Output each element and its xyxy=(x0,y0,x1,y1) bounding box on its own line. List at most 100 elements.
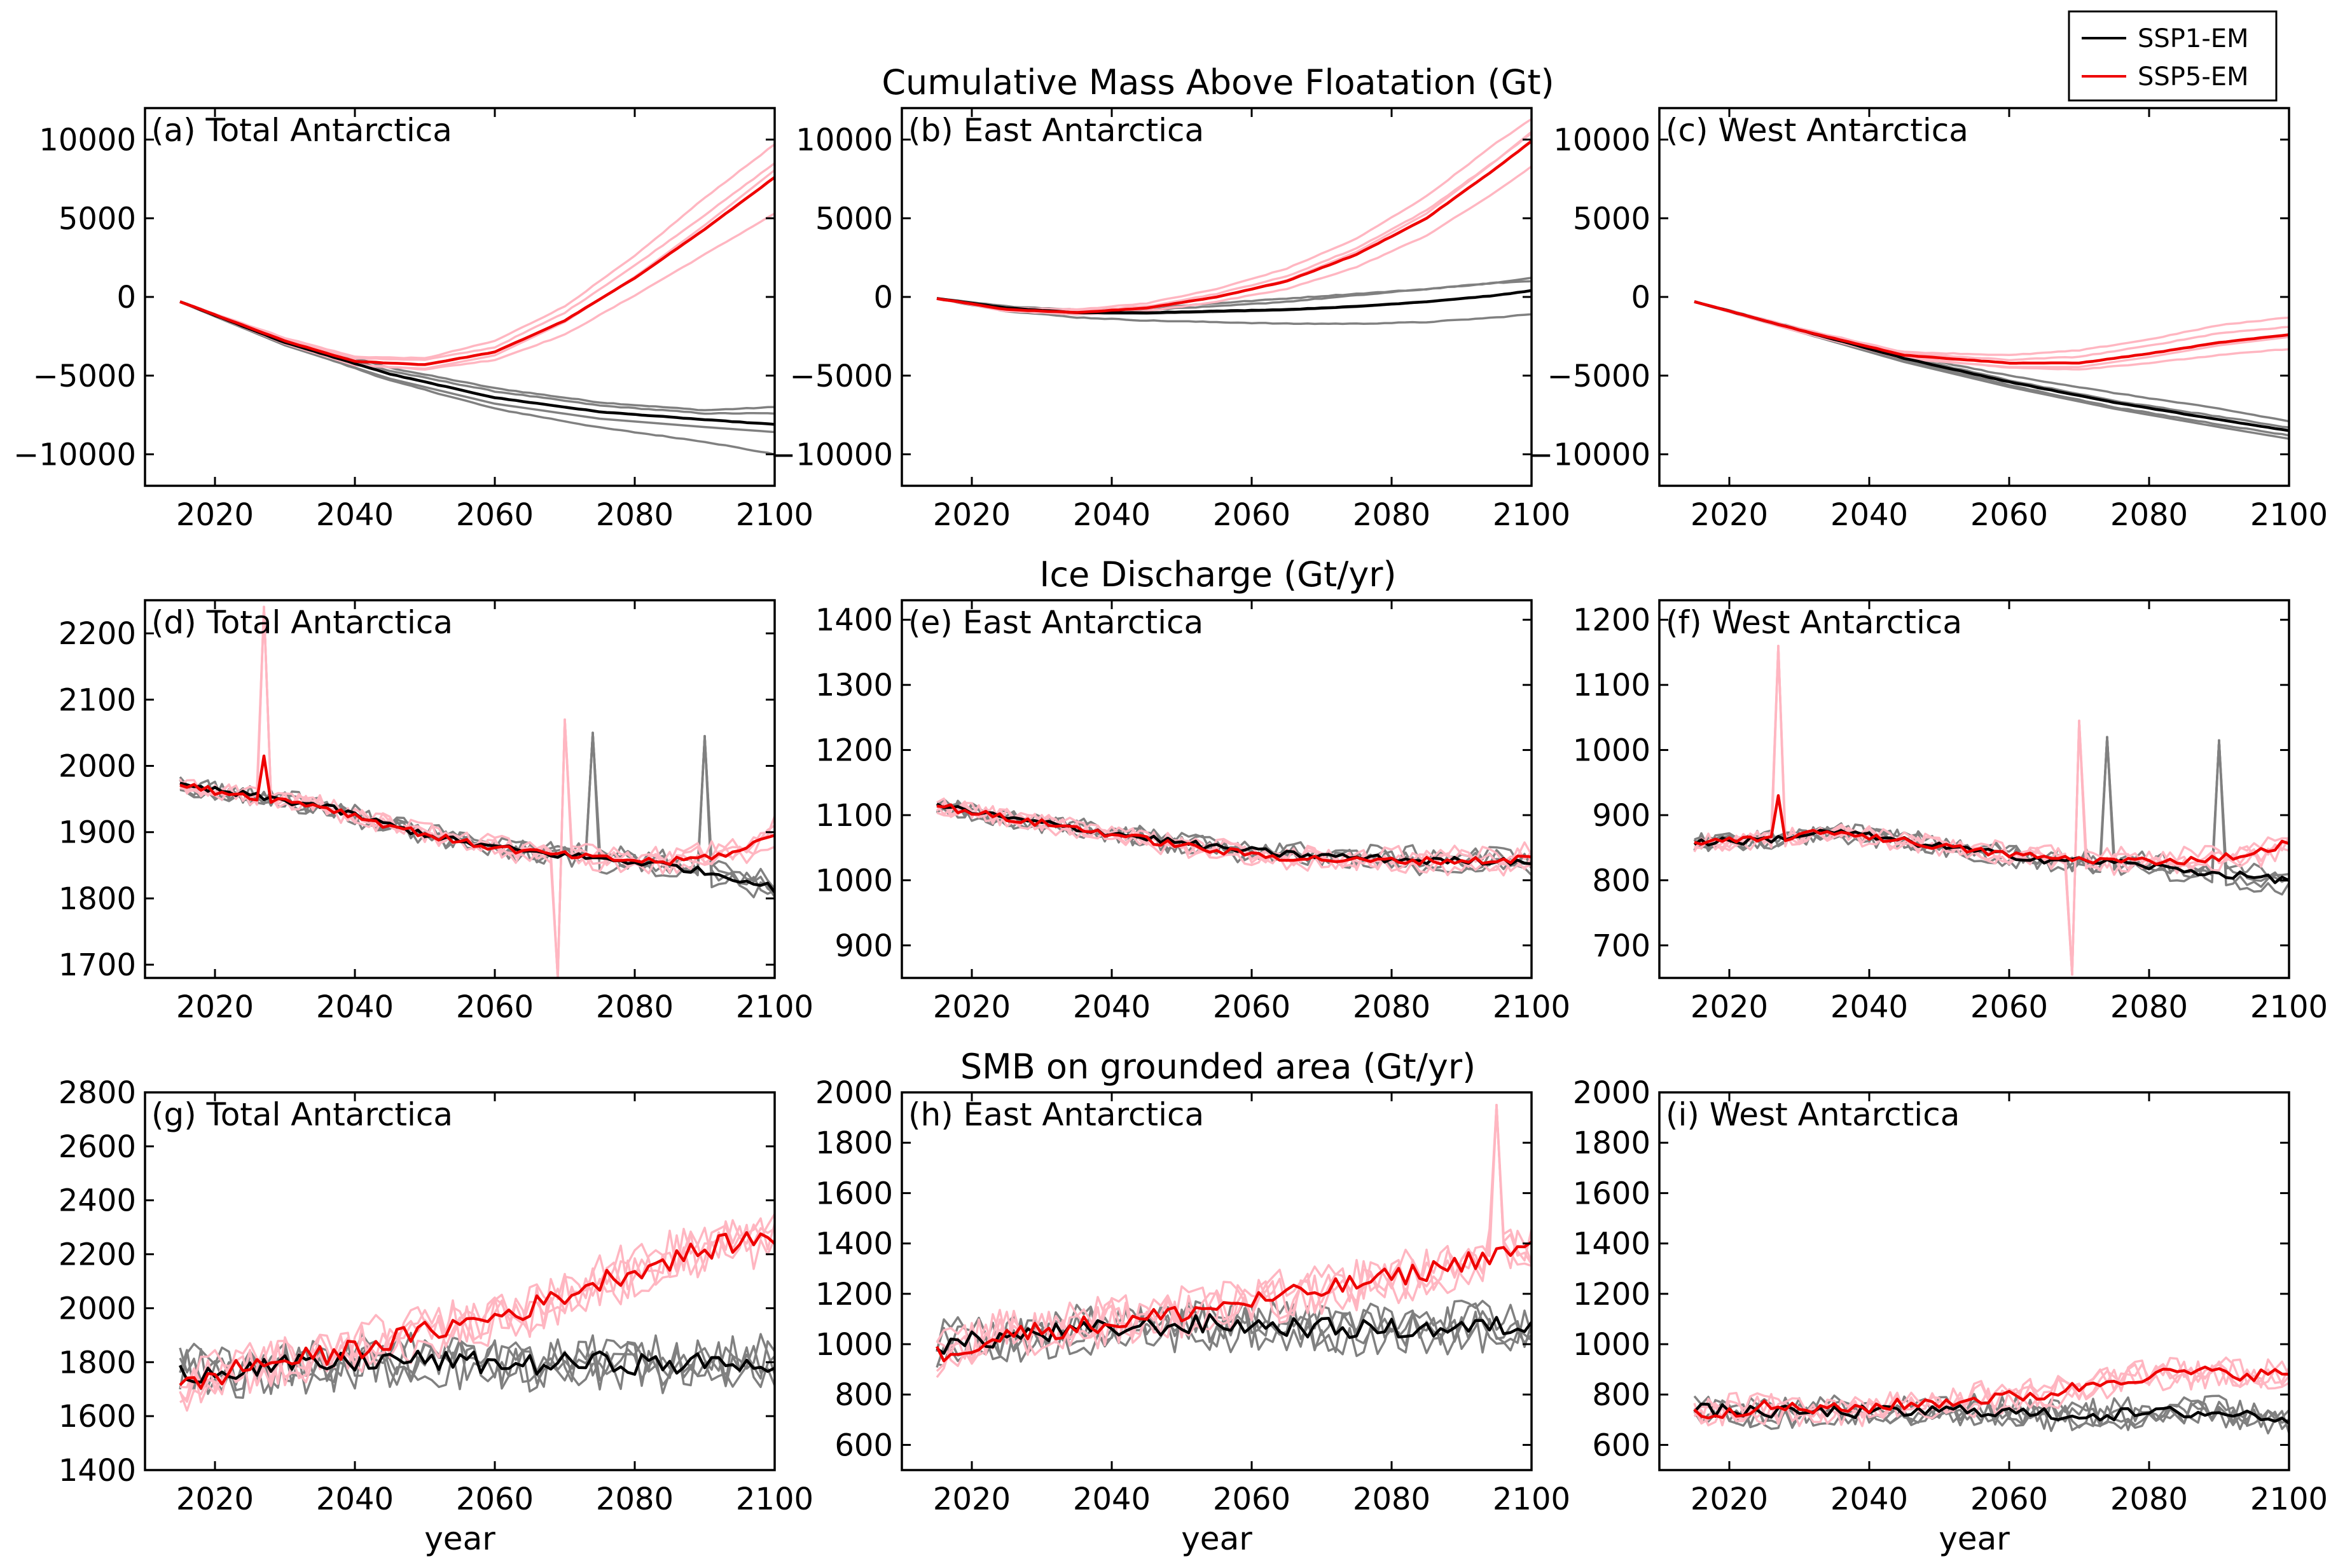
y-tick-label: 5000 xyxy=(815,201,893,237)
y-tick-label: 2000 xyxy=(815,1075,893,1111)
y-tick-label: −10000 xyxy=(13,437,136,473)
y-tick-label: 1200 xyxy=(1573,603,1650,638)
mean-line-ssp5 xyxy=(179,754,775,866)
x-tick-label: 2080 xyxy=(1353,989,1430,1025)
panel-label-f: (f) West Antarctica xyxy=(1666,604,1962,641)
y-tick-label: 2200 xyxy=(59,1237,136,1273)
x-tick-label: 2060 xyxy=(456,1482,534,1517)
y-tick-label: 1200 xyxy=(1573,1277,1650,1312)
axes-frame-h xyxy=(901,1091,1533,1471)
member-line-ssp5 xyxy=(179,1217,775,1403)
mean-line-ssp1 xyxy=(936,1313,1532,1355)
member-line-ssp5 xyxy=(936,1104,1532,1372)
plot-area-c xyxy=(1694,300,2289,440)
mean-line-ssp5 xyxy=(179,1231,775,1390)
member-line-ssp5 xyxy=(1693,644,2289,976)
x-tick-label: 2020 xyxy=(1691,989,1768,1025)
y-tick-label: 1000 xyxy=(1573,1327,1650,1363)
member-line-ssp5 xyxy=(936,797,1532,877)
y-tick-label: 1100 xyxy=(815,798,893,834)
panel-f: 2020 2040 2060 2080 2100 700 800 900 1000 1100 120… xyxy=(1573,599,2328,1025)
x-axis-label: year xyxy=(1939,1520,2010,1557)
x-axis-label: year xyxy=(424,1520,495,1557)
axes-frame-e xyxy=(901,599,1533,979)
y-tick-label: −5000 xyxy=(33,359,136,394)
panels: 2020 2040 2060 2080 2100 −10000 −5000 0 5000 1000… xyxy=(13,107,2328,1557)
y-tick-label: 600 xyxy=(1592,1427,1650,1463)
x-tick-label: 2100 xyxy=(2250,1482,2328,1517)
mean-line-ssp5 xyxy=(936,803,1532,866)
x-tick-label: 2060 xyxy=(1970,497,2048,533)
y-tick-label: 2000 xyxy=(59,749,136,785)
mean-line-ssp5 xyxy=(936,140,1532,314)
panel-label-h: (h) East Antarctica xyxy=(908,1096,1204,1133)
mean-line-ssp5 xyxy=(1694,794,2289,866)
y-tick-label: 1400 xyxy=(815,603,893,638)
mean-line-ssp5 xyxy=(1693,1365,2289,1420)
panel-d: 2020 2040 2060 2080 2100 1700 1800 1900 2000 2100… xyxy=(59,599,813,1025)
y-tick-label: −5000 xyxy=(790,359,893,394)
x-tick-label: 2060 xyxy=(1970,989,2048,1025)
x-tick-label: 2080 xyxy=(596,1482,674,1517)
mean-line-ssp1 xyxy=(179,300,775,426)
y-tick-label: 1800 xyxy=(59,1345,136,1380)
y-tick-label: 1000 xyxy=(815,1327,893,1363)
y-tick-label: 1800 xyxy=(59,881,136,917)
plot-area-d xyxy=(179,605,775,978)
x-tick-label: 2100 xyxy=(2250,497,2328,533)
x-tick-label: 2080 xyxy=(596,989,674,1025)
x-tick-label: 2040 xyxy=(1830,1482,1908,1517)
plot-area-i xyxy=(1693,1356,2289,1434)
x-axis-label: year xyxy=(1181,1520,1252,1557)
y-tick-label: 0 xyxy=(116,280,136,315)
y-tick-label: 10000 xyxy=(1553,123,1650,158)
x-tick-label: 2020 xyxy=(176,1482,254,1517)
plot-area-g xyxy=(178,1213,775,1412)
y-tick-label: 1600 xyxy=(59,1399,136,1434)
panel-b: 2020 2040 2060 2080 2100 −10000 −5000 0 5000 1000… xyxy=(770,107,1570,533)
x-tick-label: 2040 xyxy=(1073,497,1151,533)
y-tick-label: 800 xyxy=(1592,1377,1650,1413)
panel-label-d: (d) Total Antarctica xyxy=(151,604,453,641)
panel-h: 2020 2040 2060 2080 2100 600 800 1000 1200 1400 16… xyxy=(815,1075,1570,1557)
x-tick-label: 2100 xyxy=(1493,497,1570,533)
member-line-ssp5 xyxy=(1694,301,2289,368)
x-tick-label: 2020 xyxy=(1691,1482,1768,1517)
axes-frame-d xyxy=(144,599,776,979)
panel-label-b: (b) East Antarctica xyxy=(908,112,1204,149)
x-tick-label: 2100 xyxy=(736,989,813,1025)
x-tick-label: 2080 xyxy=(596,497,674,533)
y-tick-label: 1100 xyxy=(1573,668,1650,703)
x-tick-label: 2080 xyxy=(1353,1482,1430,1517)
x-tick-label: 2020 xyxy=(933,989,1011,1025)
x-tick-label: 2020 xyxy=(1691,497,1768,533)
plot-area-a xyxy=(179,143,775,456)
y-tick-label: 700 xyxy=(1592,928,1650,964)
x-tick-label: 2040 xyxy=(316,989,394,1025)
member-line-ssp5 xyxy=(179,143,775,360)
legend-box xyxy=(2068,10,2278,102)
y-tick-label: 600 xyxy=(834,1427,893,1463)
x-tick-label: 2020 xyxy=(933,497,1011,533)
y-tick-label: 1400 xyxy=(59,1453,136,1489)
x-tick-label: 2060 xyxy=(456,989,534,1025)
x-tick-label: 2060 xyxy=(1213,989,1290,1025)
y-tick-label: 10000 xyxy=(796,123,893,158)
y-tick-label: 1000 xyxy=(815,863,893,898)
panel-g: 2020 2040 2060 2080 2100 1400 1600 1800 2000 2200… xyxy=(59,1075,813,1557)
panel-label-e: (e) East Antarctica xyxy=(908,604,1203,641)
y-tick-label: 1600 xyxy=(815,1176,893,1211)
y-tick-label: 900 xyxy=(1592,798,1650,834)
mean-line-ssp1 xyxy=(1693,1402,2289,1425)
x-tick-label: 2020 xyxy=(176,497,254,533)
x-tick-label: 2060 xyxy=(1213,1482,1290,1517)
axes-frame-g xyxy=(144,1091,776,1471)
row-title-smb: SMB on grounded area (Gt/yr) xyxy=(960,1047,1476,1087)
x-tick-label: 2100 xyxy=(1493,1482,1570,1517)
x-tick-label: 2080 xyxy=(1353,497,1430,533)
member-line-ssp5 xyxy=(1693,644,2289,976)
x-tick-label: 2040 xyxy=(1073,1482,1151,1517)
y-tick-label: 900 xyxy=(834,928,893,964)
panel-a: 2020 2040 2060 2080 2100 −10000 −5000 0 5000 1000… xyxy=(13,107,813,533)
